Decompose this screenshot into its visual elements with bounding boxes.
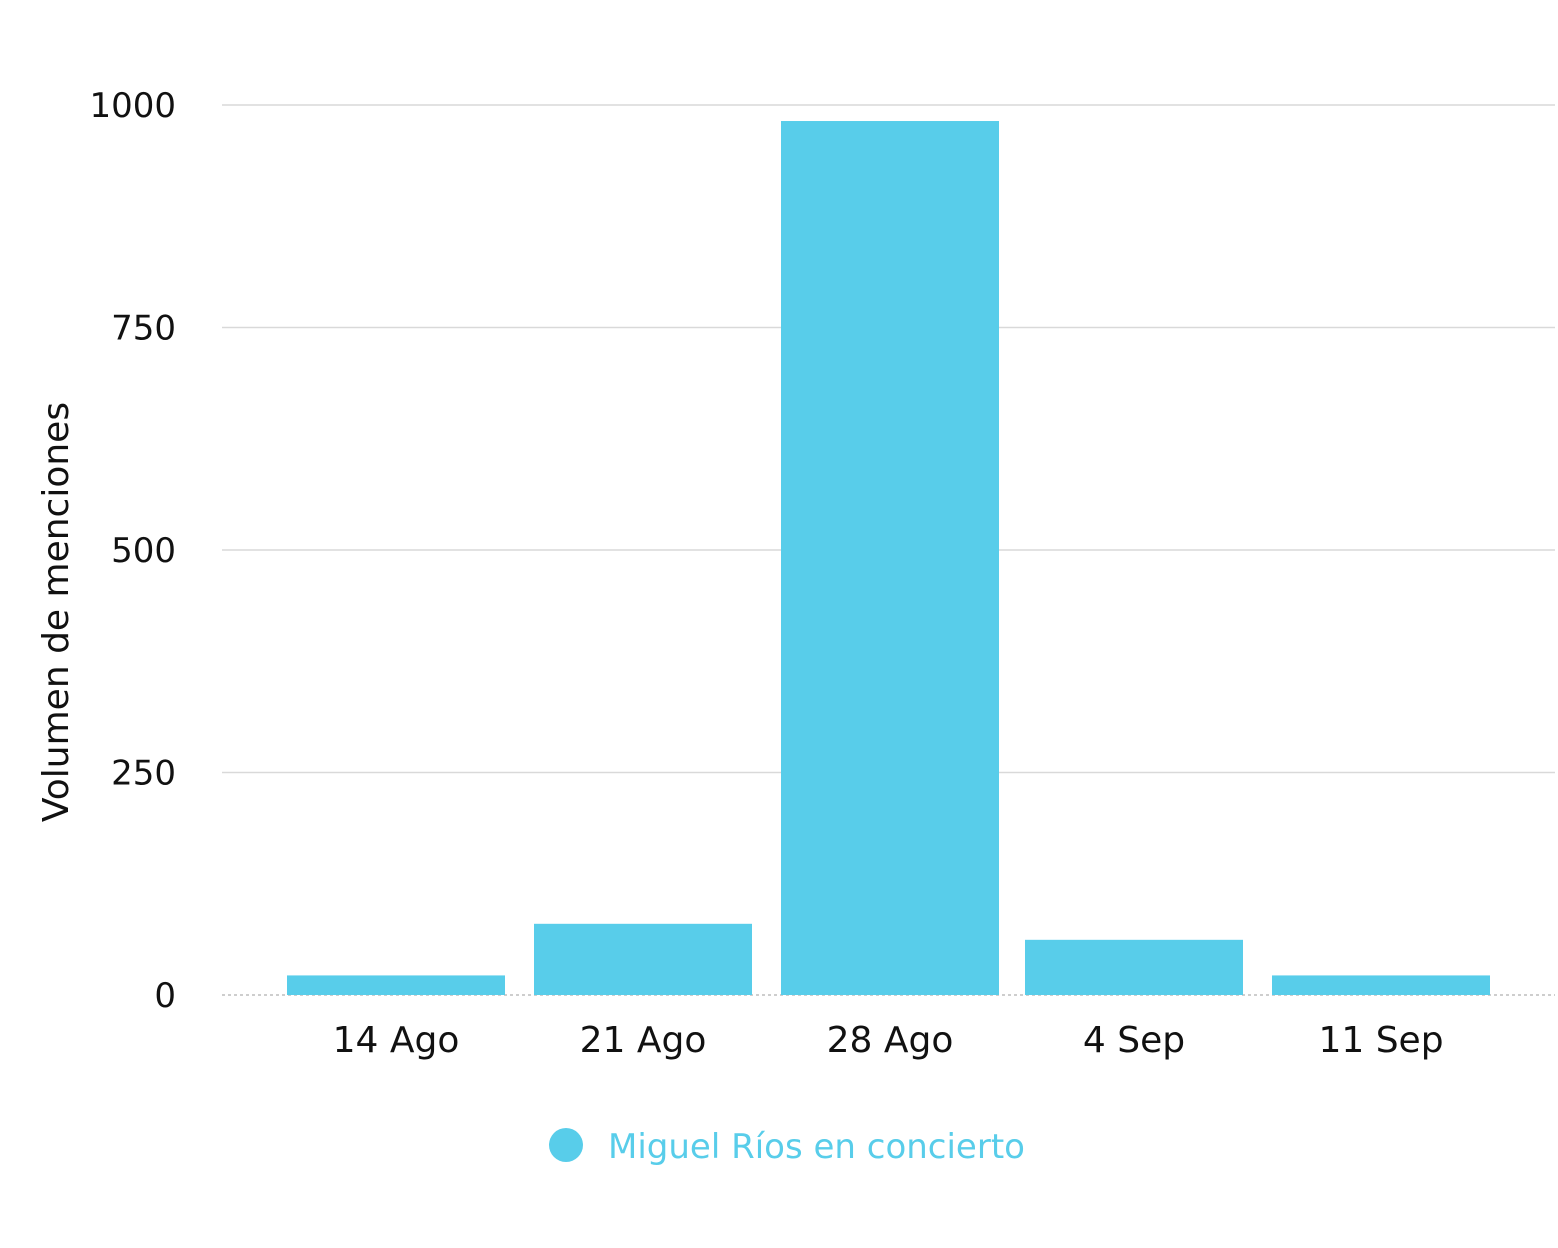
legend-marker xyxy=(549,1128,583,1162)
x-tick-label: 11 Sep xyxy=(1318,1020,1443,1061)
bar[interactable] xyxy=(287,975,505,995)
legend-label: Miguel Ríos en concierto xyxy=(608,1127,1025,1167)
x-tick-label: 28 Ago xyxy=(827,1020,954,1061)
y-tick-label: 250 xyxy=(111,754,176,794)
y-tick-label: 750 xyxy=(111,309,176,349)
y-tick-label: 0 xyxy=(154,976,176,1016)
x-tick-label: 4 Sep xyxy=(1083,1020,1185,1061)
y-tick-label: 500 xyxy=(111,531,176,571)
x-tick-label: 21 Ago xyxy=(580,1020,707,1061)
y-tick-label: 1000 xyxy=(89,86,176,126)
bar[interactable] xyxy=(1025,939,1243,995)
legend[interactable]: Miguel Ríos en concierto xyxy=(549,1127,1025,1167)
x-axis-ticks: 14 Ago 21 Ago 28 Ago 4 Sep 11 Sep xyxy=(333,1020,1444,1061)
y-axis-ticks: 0 250 500 750 1000 xyxy=(89,86,176,1016)
bars xyxy=(287,121,1490,995)
bar[interactable] xyxy=(1272,975,1490,995)
y-axis-title: Volumen de menciones xyxy=(36,402,77,822)
x-tick-label: 14 Ago xyxy=(333,1020,460,1061)
bar[interactable] xyxy=(781,121,999,995)
bar[interactable] xyxy=(534,923,752,995)
